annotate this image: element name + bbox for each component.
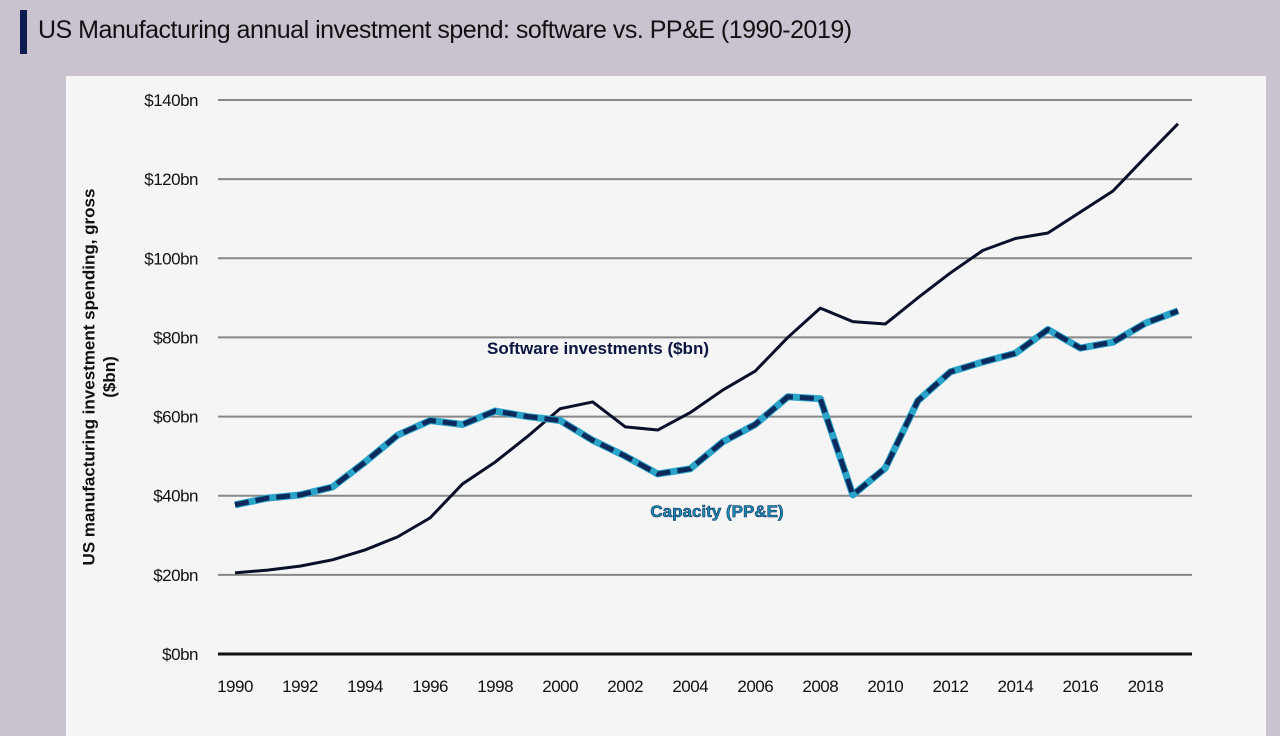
x-tick-label: 2012	[932, 677, 968, 696]
y-tick-label: $60bn	[153, 408, 198, 427]
x-tick-label: 1990	[217, 677, 253, 696]
y-tick-label: $120bn	[144, 170, 198, 189]
x-tick-label: 2010	[867, 677, 903, 696]
x-tick-label: 2004	[672, 677, 708, 696]
series-software-line	[234, 122, 1180, 575]
x-tick-label: 2006	[737, 677, 773, 696]
x-tick-label: 2016	[1063, 677, 1099, 696]
series-capacity-line	[234, 308, 1179, 508]
x-tick-label: 2014	[997, 677, 1033, 696]
chart-panel	[66, 76, 1266, 736]
x-tick-label: 2000	[542, 677, 578, 696]
y-tick-label: $80bn	[153, 328, 198, 347]
title-accent-bar	[20, 10, 27, 54]
y-tick-label: $140bn	[144, 91, 198, 110]
y-tick-label: $0bn	[162, 645, 198, 664]
x-tick-label: 1996	[412, 677, 448, 696]
chart-title: US Manufacturing annual investment spend…	[38, 16, 852, 44]
capacity-series-label: Capacity (PP&E)	[650, 502, 783, 521]
x-tick-label: 1994	[347, 677, 383, 696]
y-tick-label: $40bn	[153, 487, 198, 506]
x-tick-label: 1992	[282, 677, 318, 696]
x-tick-label: 1998	[477, 677, 513, 696]
y-tick-label: $100bn	[144, 249, 198, 268]
y-axis-label: US manufacturing investment spending, gr…	[80, 189, 119, 566]
x-tick-label: 2008	[802, 677, 838, 696]
x-tick-label: 2018	[1128, 677, 1164, 696]
x-tick-label: 2002	[607, 677, 643, 696]
software-series-label: Software investments ($bn)	[487, 339, 709, 358]
y-tick-label: $20bn	[153, 566, 198, 585]
